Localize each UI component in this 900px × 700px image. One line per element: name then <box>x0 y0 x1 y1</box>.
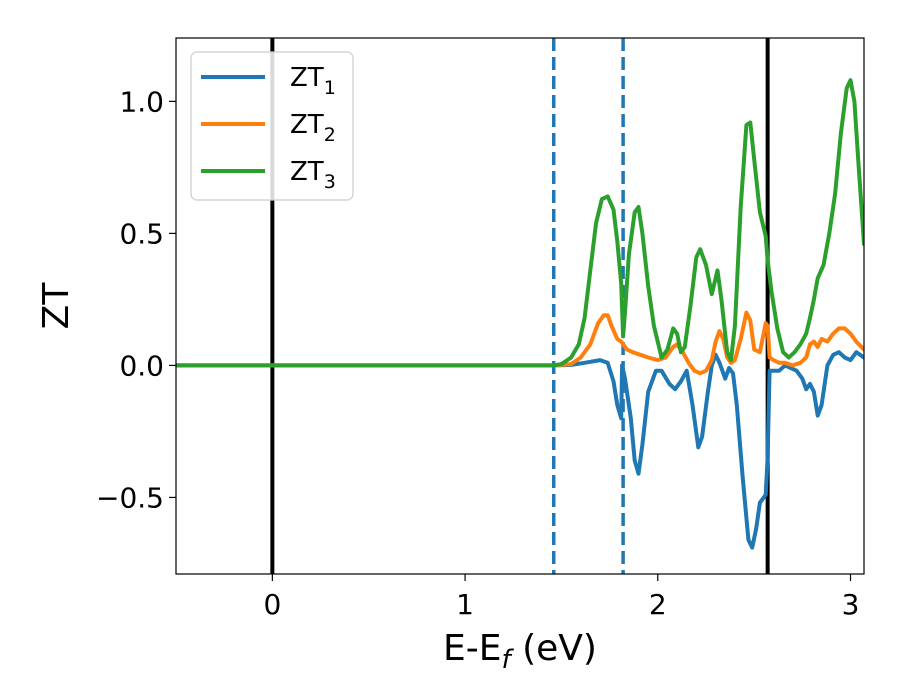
legend-label-main: ZT <box>290 157 324 187</box>
legend-label-subscript: 2 <box>324 124 336 146</box>
legend-box <box>190 51 354 201</box>
legend-label-zt3: ZT3 <box>290 157 336 193</box>
series-line-zt3 <box>176 78 864 368</box>
x-axis-label: E-Ef (eV) <box>443 628 597 675</box>
x-tick-label: 0 <box>263 588 281 621</box>
legend-label-main: ZT <box>290 110 324 140</box>
y-tick-label: 0.0 <box>119 349 164 382</box>
plot-frame <box>175 37 865 575</box>
x-axis-ticks: 0 1 2 3 <box>263 574 859 621</box>
x-tick-label: 1 <box>456 588 474 621</box>
series-line-zt1 <box>176 350 864 550</box>
legend-label-zt1: ZT1 <box>290 63 336 99</box>
y-axis-ticks: −0.5 0.0 0.5 1.0 <box>96 85 176 514</box>
y-tick-label: 1.0 <box>119 85 164 118</box>
legend-label-subscript: 3 <box>324 171 336 193</box>
x-tick-label: 2 <box>649 588 667 621</box>
y-tick-label: −0.5 <box>96 481 164 514</box>
series-lines <box>176 78 864 550</box>
legend-label-zt2: ZT2 <box>290 110 336 146</box>
x-tick-label: 3 <box>842 588 860 621</box>
y-tick-label: 0.5 <box>119 217 164 250</box>
legend-label-main: ZT <box>290 63 324 93</box>
y-axis-label: ZT <box>36 282 77 330</box>
legend-label-subscript: 1 <box>324 77 336 99</box>
